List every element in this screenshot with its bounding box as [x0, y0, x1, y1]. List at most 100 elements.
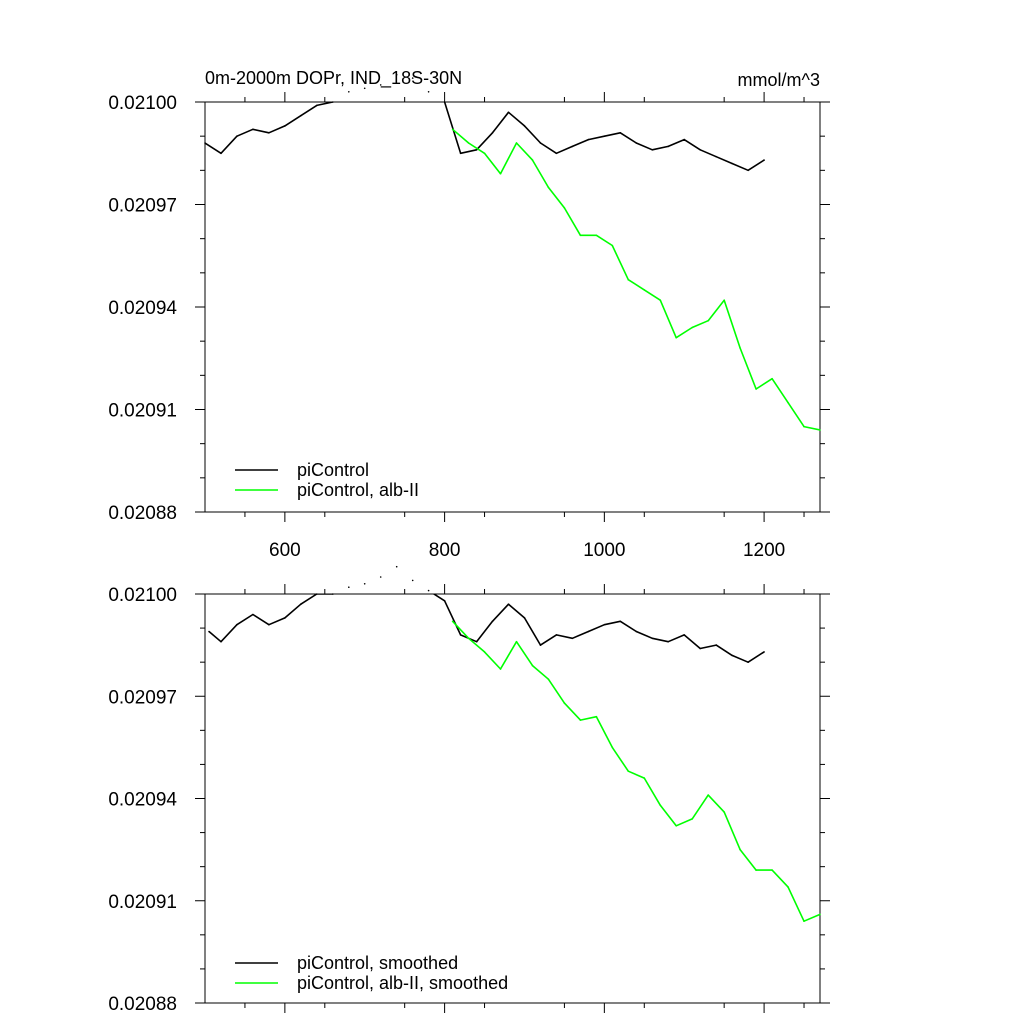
data-point: [467, 142, 470, 144]
data-point: [348, 586, 350, 588]
data-point: [803, 920, 805, 922]
data-point: [316, 593, 318, 595]
data-point: [411, 77, 414, 79]
data-point: [587, 630, 590, 633]
data-point: [771, 377, 773, 380]
data-point: [459, 634, 462, 636]
data-point: [363, 87, 366, 90]
data-point: [667, 640, 669, 643]
data-point: [507, 603, 510, 605]
top-panel: 600 800 1000 1200 0.02088 0.02091 0.02094 0.020…: [108, 73, 830, 561]
data-point: [515, 640, 518, 643]
data-point: [579, 234, 582, 237]
data-point: [443, 600, 446, 602]
data-point: [523, 617, 526, 619]
data-point: [707, 319, 709, 322]
data-point: [268, 623, 270, 626]
data-point: [659, 299, 662, 302]
plot-frame: [204, 101, 821, 513]
data-point: [483, 152, 486, 155]
data-point: [755, 388, 757, 390]
data-point: [547, 678, 550, 680]
data-point: [563, 207, 566, 209]
y-tick-label: 0.02088: [108, 503, 177, 524]
data-point: [515, 142, 518, 144]
data-point: [787, 886, 789, 888]
data-point: [252, 613, 254, 616]
data-point: [699, 149, 701, 151]
data-point: [208, 630, 210, 633]
data-point: [595, 715, 598, 718]
data-point: [803, 425, 805, 428]
data-point: [595, 234, 598, 237]
data-point: [731, 654, 733, 657]
data-point: [443, 101, 446, 103]
data-point: [220, 152, 222, 155]
units-label: mmol/m^3: [738, 70, 820, 90]
data-point: [451, 128, 454, 131]
data-point: [619, 132, 622, 134]
data-point: [715, 644, 717, 646]
data-point: [643, 289, 646, 291]
series-line-picontrol: [205, 102, 765, 172]
data-point: [611, 746, 614, 749]
data-point: [332, 101, 334, 103]
data-point: [731, 162, 733, 165]
x-tick-label: 1200: [743, 540, 785, 561]
data-point: [635, 630, 638, 633]
data-point: [675, 825, 677, 827]
data-point: [819, 429, 821, 431]
y-tick-label: 0.02088: [108, 994, 177, 1015]
data-point: [627, 770, 630, 772]
data-point: [483, 651, 486, 653]
data-point: [491, 620, 494, 623]
data-point: [467, 637, 470, 640]
y-tick-label: 0.02094: [108, 298, 177, 319]
data-point: [395, 565, 398, 568]
data-point: [675, 336, 677, 339]
x-tick-label: 600: [269, 540, 301, 561]
data-point: [651, 149, 654, 151]
data-point: [411, 579, 414, 582]
data-point: [699, 647, 701, 650]
data-point: [523, 125, 526, 127]
bottom-panel: 0.02088 0.02091 0.02094 0.02097 0.02100 piCon…: [108, 565, 830, 1015]
y-tick-label: 0.02097: [108, 687, 177, 708]
data-point: [268, 132, 270, 134]
data-point: [547, 186, 550, 189]
data-point: [763, 159, 765, 161]
legend-label: piControl, alb-II, smoothed: [297, 973, 508, 993]
data-point: [499, 668, 502, 670]
data-point: [555, 634, 558, 636]
data-point: [507, 111, 510, 114]
data-point: [395, 73, 398, 76]
data-point: [603, 623, 606, 626]
legend-label: piControl, alb-II: [297, 480, 419, 500]
chart-title: 0m-2000m DOPr, IND_18S-30N: [205, 68, 462, 89]
data-point: [236, 135, 238, 137]
y-tick-label: 0.02097: [108, 196, 177, 217]
data-point: [587, 138, 590, 141]
legend-label: piControl: [297, 460, 369, 480]
legend-label: piControl, smoothed: [297, 953, 458, 973]
series-line-picontrol-alb-ii: [452, 128, 820, 431]
y-tick-label: 0.02091: [108, 892, 177, 913]
data-point: [715, 155, 717, 158]
data-point: [531, 664, 534, 667]
data-point: [723, 811, 725, 813]
data-point: [491, 132, 494, 134]
x-tick-label: 800: [429, 540, 461, 561]
data-point: [332, 593, 334, 595]
data-point: [651, 637, 654, 640]
data-point: [284, 617, 286, 619]
data-point: [571, 637, 574, 640]
data-point: [627, 278, 630, 281]
data-point: [379, 84, 382, 86]
data-point: [707, 794, 709, 796]
data-point: [683, 634, 685, 636]
data-point: [451, 620, 454, 623]
data-point: [763, 651, 765, 653]
data-point: [619, 620, 622, 623]
data-point: [571, 145, 574, 148]
data-point: [723, 299, 725, 302]
